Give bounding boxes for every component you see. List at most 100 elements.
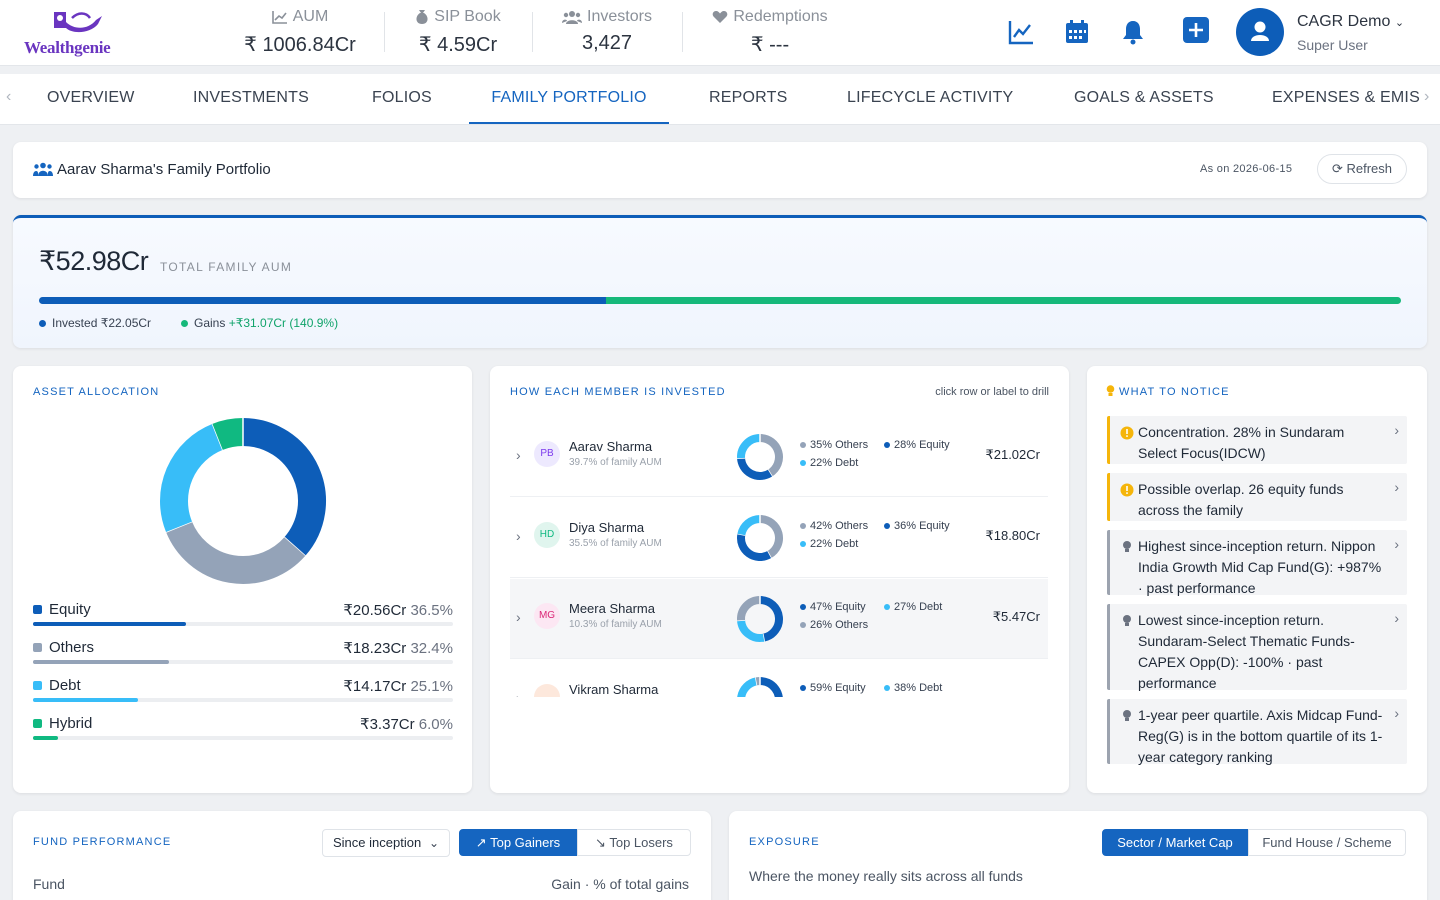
tab-investments[interactable]: INVESTMENTS — [193, 89, 309, 106]
asset-allocation-card: ASSET ALLOCATION Equity ₹20.56Cr 36.5% O… — [13, 366, 472, 793]
legend-dot — [800, 604, 806, 611]
asset-name: Others — [33, 639, 94, 656]
toggle-label: Top Gainers — [490, 835, 561, 850]
notice-item[interactable]: Lowest since-inception return. Sundaram-… — [1107, 604, 1407, 691]
member-alloc-label[interactable]: 47% Equity — [800, 601, 866, 613]
member-row[interactable]: › Vikram Sharma 59% Equity 38% Debt — [510, 660, 1048, 697]
chevron-right-icon[interactable]: › — [1394, 610, 1399, 626]
divider — [682, 12, 683, 52]
top-losers-toggle[interactable]: ↘ Top Losers — [577, 829, 691, 856]
invested-text: Invested ₹22.05Cr — [52, 316, 152, 330]
tab-expenses-emis[interactable]: EXPENSES & EMIS — [1272, 89, 1420, 106]
member-alloc-label[interactable]: 42% Others — [800, 520, 868, 532]
member-alloc-label[interactable]: 35% Others — [800, 439, 868, 451]
tab-lifecycle-activity[interactable]: LIFECYCLE ACTIVITY — [847, 89, 1014, 106]
section-title: HOW EACH MEMBER IS INVESTED — [510, 386, 726, 398]
chevron-right-icon[interactable]: › — [516, 528, 521, 544]
stat-investors: Investors 3,427 — [548, 8, 666, 55]
member-alloc-label[interactable]: 36% Equity — [884, 520, 950, 532]
gains-value: +₹31.07Cr (140.9%) — [228, 316, 339, 330]
exposure-subtitle: Where the money really sits across all f… — [749, 868, 1023, 884]
tab-goals-assets[interactable]: GOALS & ASSETS — [1074, 89, 1214, 106]
tab-sector-market-cap[interactable]: Sector / Market Cap — [1102, 829, 1248, 856]
heart-icon — [713, 10, 728, 23]
member-row[interactable]: › MG Meera Sharma 10.3% of family AUM 47… — [510, 579, 1048, 659]
chevron-right-icon[interactable]: › — [1424, 88, 1430, 105]
chevron-right-icon[interactable]: › — [516, 447, 521, 463]
tab-family-portfolio[interactable]: FAMILY PORTFOLIO — [469, 74, 669, 124]
notice-item[interactable]: Highest since-inception return. Nippon I… — [1107, 530, 1407, 596]
member-share: 35.5% of family AUM — [569, 538, 662, 549]
member-row[interactable]: › PB Aarav Sharma 39.7% of family AUM 35… — [510, 417, 1048, 497]
notice-text: Highest since-inception return. Nippon I… — [1138, 538, 1382, 596]
fund-performance-card: FUND PERFORMANCE Since inception ⌄ ↗ Top … — [13, 811, 711, 900]
chevron-right-icon[interactable]: › — [1394, 705, 1399, 721]
legend-dot — [800, 685, 806, 692]
member-alloc-label[interactable]: 59% Equity — [800, 682, 866, 694]
donut-slice — [242, 418, 326, 556]
user-role: Super User — [1297, 37, 1368, 53]
member-row[interactable]: › HD Diya Sharma 35.5% of family AUM 42%… — [510, 498, 1048, 578]
trend-up-icon: ↗ — [475, 835, 487, 850]
calendar-icon[interactable] — [1063, 18, 1091, 46]
chevron-right-icon[interactable]: › — [1394, 422, 1399, 438]
user-menu[interactable]: CAGR Demo ⌄ — [1297, 13, 1404, 31]
progress-fill — [33, 698, 139, 702]
member-alloc-label[interactable]: 27% Debt — [884, 601, 942, 613]
legend-dot — [800, 541, 806, 548]
member-alloc-label[interactable]: 38% Debt — [884, 682, 942, 694]
donut-slice — [212, 418, 244, 451]
top-gainers-toggle[interactable]: ↗ Top Gainers — [459, 829, 577, 856]
member-alloc-label[interactable]: 22% Debt — [800, 457, 858, 469]
tab-overview[interactable]: OVERVIEW — [47, 89, 135, 106]
legend-dot — [884, 442, 890, 449]
chevron-right-icon[interactable]: › — [1394, 479, 1399, 495]
brand-logo[interactable]: Wealthgenie — [22, 6, 132, 60]
invested-gains-bar — [39, 297, 1401, 304]
member-name[interactable]: Diya Sharma — [569, 520, 645, 535]
add-button[interactable] — [1183, 17, 1209, 43]
progress-fill — [33, 622, 187, 626]
stat-value: ₹ 1006.84Cr — [244, 34, 356, 56]
member-name[interactable]: Aarav Sharma — [569, 439, 653, 454]
percent-value: 6.0% — [418, 716, 453, 733]
member-name[interactable]: Vikram Sharma — [569, 682, 659, 697]
chart-line-icon — [271, 11, 287, 24]
chevron-right-icon[interactable]: › — [516, 609, 521, 625]
notice-text: Lowest since-inception return. Sundaram-… — [1138, 612, 1355, 691]
column-header-fund: Fund — [33, 876, 65, 892]
legend-swatch — [33, 719, 42, 728]
legend-dot — [181, 320, 188, 328]
top-bar: Wealthgenie AUM ₹ 1006.84Cr SIP Book ₹ 4… — [0, 0, 1440, 66]
avatar[interactable] — [1236, 8, 1284, 56]
tab-reports[interactable]: REPORTS — [709, 89, 788, 106]
member-alloc-label[interactable]: 26% Others — [800, 619, 868, 631]
notice-item[interactable]: 1-year peer quartile. Axis Midcap Fund-R… — [1107, 699, 1407, 765]
legend-dot — [800, 622, 806, 629]
amount-value: ₹20.56Cr — [343, 602, 407, 619]
legend-dot — [800, 523, 806, 530]
member-donut-chart — [737, 677, 783, 697]
notice-item[interactable]: Possible overlap. 26 equity funds across… — [1107, 473, 1407, 521]
member-initials: MG — [534, 603, 560, 629]
tab-folios[interactable]: FOLIOS — [372, 89, 432, 106]
legend-dot — [800, 460, 806, 467]
member-donut-chart — [737, 515, 783, 561]
chevron-left-icon[interactable]: ‹ — [6, 88, 12, 105]
member-alloc-label[interactable]: 22% Debt — [800, 538, 858, 550]
refresh-icon: ⟳ — [1331, 161, 1343, 176]
total-aum-label: TOTAL FAMILY AUM — [160, 260, 293, 274]
bell-icon[interactable] — [1119, 18, 1147, 46]
member-name[interactable]: Meera Sharma — [569, 601, 655, 616]
notice-item[interactable]: Concentration. 28% in Sundaram Select Fo… — [1107, 416, 1407, 464]
refresh-button[interactable]: ⟳ Refresh — [1316, 154, 1407, 184]
member-alloc-label[interactable]: 28% Equity — [884, 439, 950, 451]
stat-label: SIP Book — [434, 8, 501, 25]
analytics-chart-icon[interactable] — [1007, 18, 1035, 46]
period-select[interactable]: Since inception ⌄ — [322, 829, 450, 857]
progress-track — [33, 660, 453, 664]
chevron-right-icon[interactable]: › — [1394, 536, 1399, 552]
notice-text: Concentration. 28% in Sundaram Select Fo… — [1138, 424, 1345, 461]
tab-fund-house-scheme[interactable]: Fund House / Scheme — [1248, 829, 1406, 856]
chevron-right-icon[interactable]: › — [516, 690, 521, 697]
